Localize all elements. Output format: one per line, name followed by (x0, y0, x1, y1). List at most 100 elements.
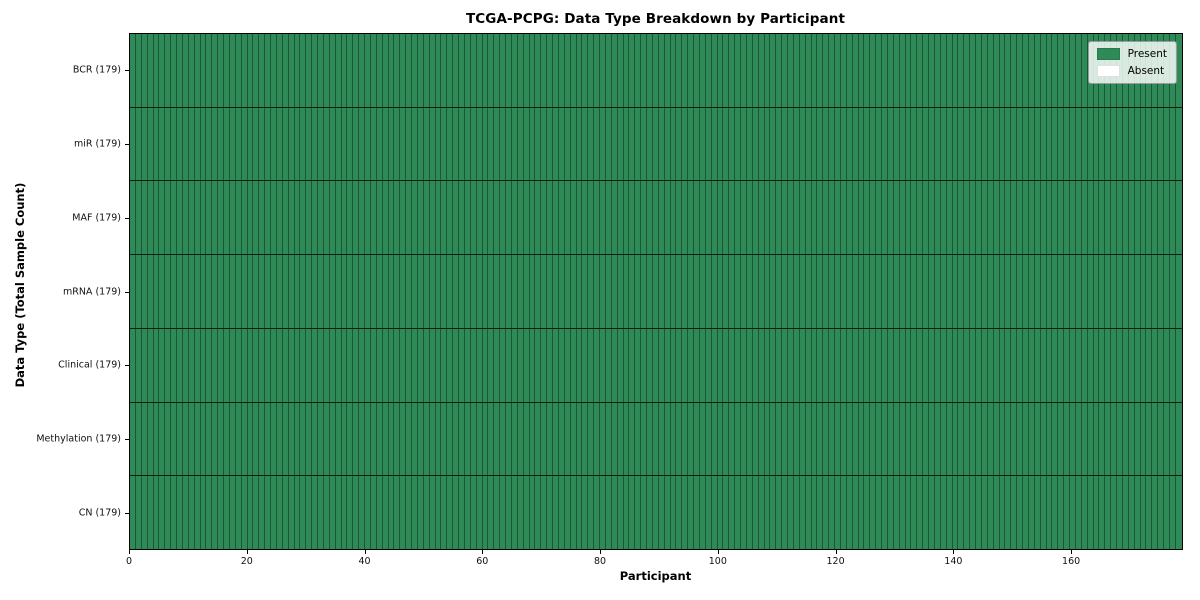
heatmap-cell (951, 34, 958, 107)
heatmap-cell (440, 402, 447, 476)
heatmap-cell (957, 107, 964, 181)
heatmap-cell (164, 402, 171, 476)
heatmap-cell (487, 328, 494, 402)
heatmap-cell (130, 181, 135, 255)
heatmap-cell (845, 476, 852, 550)
heatmap-cell (693, 328, 699, 402)
heatmap-cell (663, 328, 670, 402)
heatmap-cell (875, 328, 881, 402)
heatmap-cell (634, 181, 641, 255)
heatmap-cell (458, 402, 464, 476)
heatmap-cell (816, 402, 823, 476)
heatmap-cell (904, 34, 911, 107)
heatmap-cell (481, 402, 488, 476)
heatmap-cell (804, 255, 811, 328)
heatmap-cell (393, 34, 400, 107)
heatmap-cell (287, 181, 294, 255)
heatmap-cell (399, 107, 406, 181)
heatmap-cell (563, 34, 570, 107)
heatmap-cell (1004, 107, 1011, 181)
heatmap-cell (134, 181, 141, 255)
heatmap-cell (622, 181, 629, 255)
heatmap-cell (281, 402, 288, 476)
heatmap-cell (751, 107, 758, 181)
heatmap-cell (646, 34, 652, 107)
heatmap-cell (369, 402, 376, 476)
heatmap-cell (781, 181, 787, 255)
heatmap-cell (1133, 476, 1140, 550)
heatmap-cell (1063, 328, 1069, 402)
heatmap-cell (1092, 255, 1099, 328)
heatmap-cell (640, 255, 646, 328)
heatmap-cell (328, 181, 335, 255)
heatmap-cell (1057, 107, 1064, 181)
heatmap-cell (152, 402, 159, 476)
x-tick-label: 100 (708, 556, 727, 567)
heatmap-cell (616, 255, 623, 328)
heatmap-cell (869, 34, 876, 107)
heatmap-cell (646, 181, 652, 255)
heatmap-cell (516, 34, 523, 107)
heatmap-cell (1074, 255, 1081, 328)
heatmap-cell (1039, 181, 1046, 255)
heatmap-cell (452, 328, 458, 402)
heatmap-cell (440, 181, 447, 255)
heatmap-cell (781, 402, 787, 476)
heatmap-cell (628, 107, 635, 181)
heatmap-cell (217, 255, 223, 328)
heatmap-cell (1045, 181, 1052, 255)
heatmap-cell (951, 181, 958, 255)
heatmap-cell (134, 107, 141, 181)
heatmap-cell (875, 255, 881, 328)
heatmap-cell (1045, 255, 1052, 328)
heatmap-cell (581, 476, 588, 550)
y-tick-label: mRNA (179) (62, 286, 121, 297)
heatmap-cell (1116, 107, 1122, 181)
heatmap-cell (499, 255, 505, 328)
heatmap-cell (1022, 255, 1028, 328)
x-tick-mark (129, 550, 130, 554)
heatmap-cell (134, 402, 141, 476)
heatmap-cell (1151, 476, 1158, 550)
heatmap-cell (687, 402, 693, 476)
heatmap-cell (281, 181, 288, 255)
heatmap-cell (205, 402, 212, 476)
heatmap-cell (863, 255, 870, 328)
heatmap-cell (957, 34, 964, 107)
heatmap-cell (1016, 476, 1022, 550)
heatmap-cell (745, 402, 752, 476)
heatmap-cell (416, 328, 423, 402)
heatmap-cell (446, 107, 453, 181)
heatmap-cell (669, 34, 676, 107)
heatmap-cell (745, 328, 752, 402)
heatmap-cell (275, 476, 282, 550)
heatmap-cell (493, 476, 500, 550)
heatmap-cell (375, 107, 382, 181)
heatmap-cell (769, 181, 776, 255)
heatmap-row-Clinical (130, 328, 1182, 403)
heatmap-cell (845, 181, 852, 255)
heatmap-cell (969, 107, 975, 181)
heatmap-cell (1116, 402, 1122, 476)
heatmap-cell (469, 255, 476, 328)
heatmap-cell (1051, 181, 1058, 255)
heatmap-cell (228, 107, 235, 181)
heatmap-cell (487, 107, 494, 181)
heatmap-cell (522, 107, 529, 181)
legend-swatch-absent (1096, 65, 1120, 77)
heatmap-cell (270, 255, 276, 328)
heatmap-cell (1022, 181, 1028, 255)
heatmap-cell (1069, 181, 1075, 255)
heatmap-cell (610, 34, 617, 107)
heatmap-cell (1039, 34, 1046, 107)
heatmap-cell (223, 476, 229, 550)
heatmap-cell (252, 34, 259, 107)
heatmap-cell (199, 34, 206, 107)
heatmap-cell (181, 402, 188, 476)
heatmap-cell (816, 476, 823, 550)
heatmap-cell (798, 328, 805, 402)
heatmap-cell (886, 107, 893, 181)
heatmap-cell (311, 107, 317, 181)
heatmap-cell (1116, 476, 1122, 550)
heatmap-cell (352, 402, 359, 476)
